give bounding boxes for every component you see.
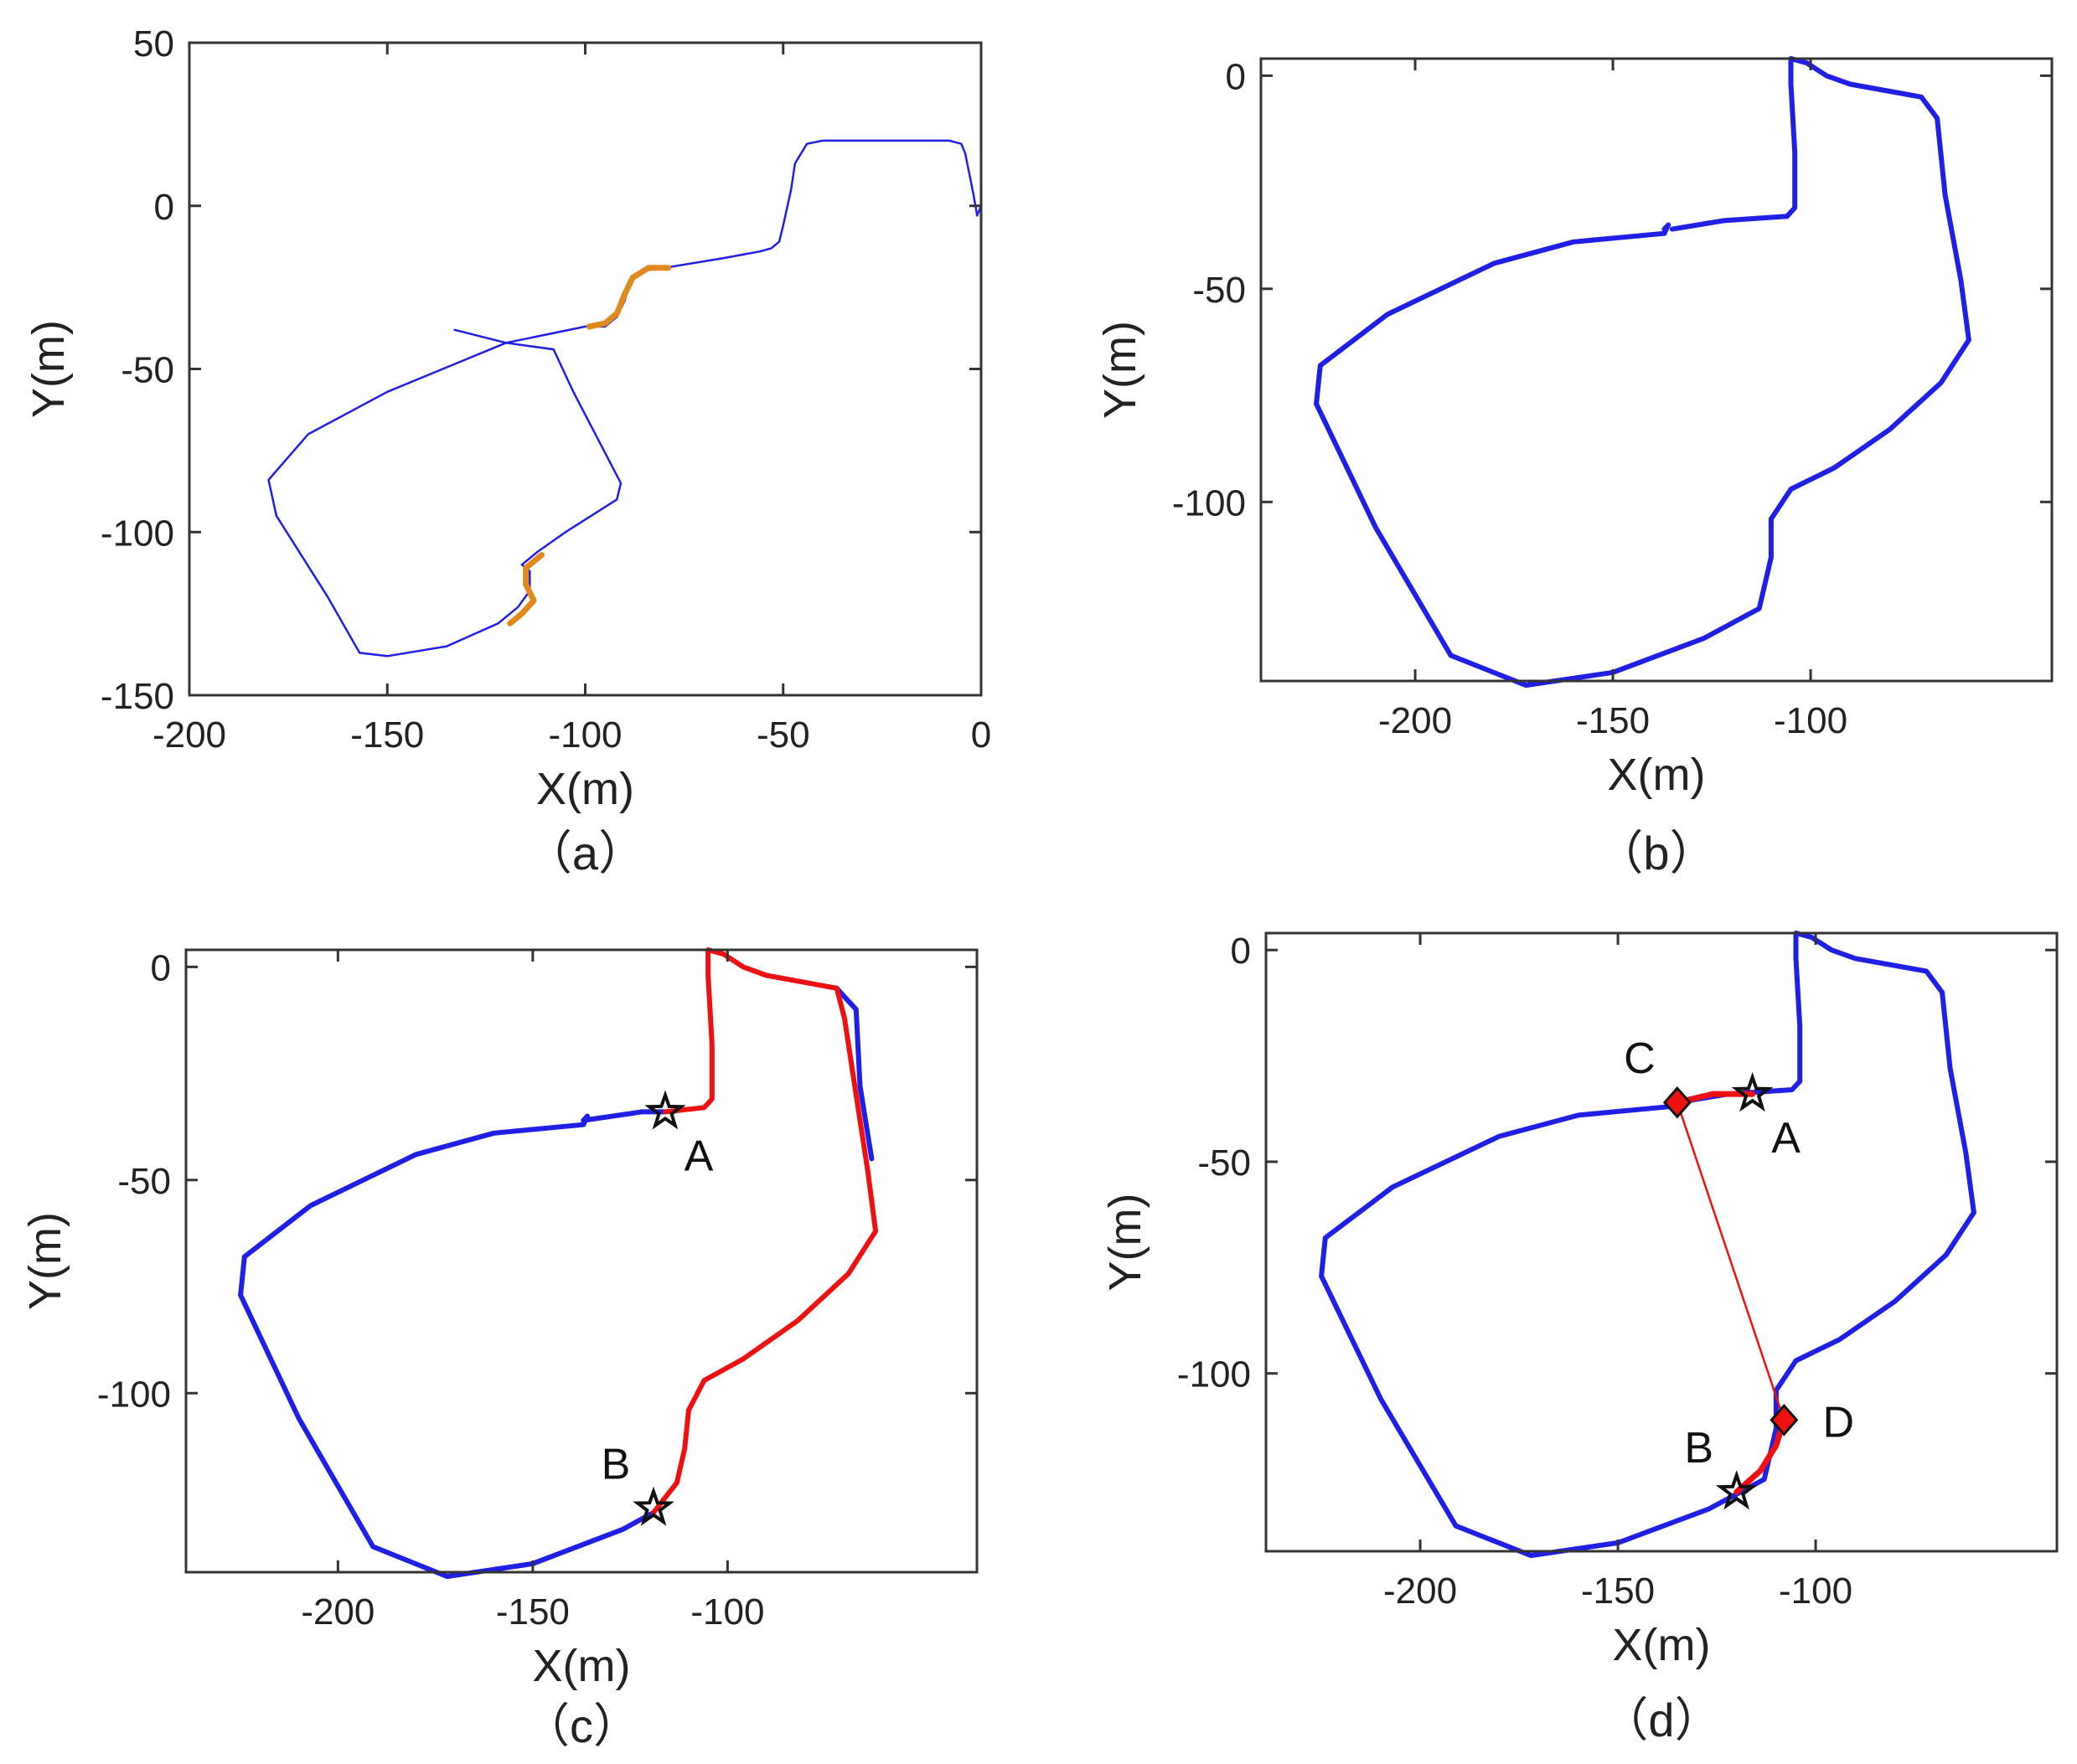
marker-label-A: A — [1771, 1114, 1801, 1163]
x-tick-label: -200 — [301, 1591, 375, 1632]
axes-box — [1259, 57, 2054, 683]
marker-label-D: D — [1823, 1398, 1855, 1447]
series-highlight-2 — [507, 552, 545, 627]
series-segment-CA — [1674, 1091, 1756, 1106]
x-tick-label: -150 — [350, 714, 424, 756]
marker-label-A: A — [685, 1132, 714, 1180]
x-tick-label: -150 — [1581, 1571, 1655, 1612]
x-tick-label: -200 — [1378, 700, 1452, 741]
series-loop-closure — [1676, 1101, 1785, 1421]
x-tick-label: -100 — [1779, 1571, 1852, 1612]
marker-star-A — [1731, 1072, 1774, 1112]
y-tick-label: 0 — [154, 187, 174, 228]
y-tick-label: 0 — [1226, 56, 1246, 97]
y-tick-label: -50 — [117, 1161, 171, 1202]
series-loop-segment — [651, 947, 879, 1515]
y-tick-label: -50 — [121, 350, 174, 391]
x-tick-label: -200 — [152, 714, 226, 756]
subfigure-caption: （b） — [1596, 827, 1716, 879]
chart-d: A B C D -200 -150 -100 0 -50 -100 X(m) Y(m) （d） — [1100, 931, 2059, 1746]
y-tick-label: -50 — [1192, 270, 1246, 311]
series-blue-overlap — [834, 985, 875, 1162]
series-trajectory — [1314, 56, 1971, 689]
x-tick-label: -150 — [496, 1591, 570, 1632]
y-tick-label: -100 — [1177, 1354, 1251, 1395]
marker-star-B — [1715, 1470, 1758, 1510]
y-tick-label: -50 — [1197, 1142, 1251, 1184]
marker-diamond-D — [1770, 1404, 1799, 1436]
marker-diamond-C — [1662, 1086, 1692, 1119]
marker-star-B — [633, 1486, 674, 1526]
chart-c: A B -200 -150 -100 0 -50 -100 X(m) Y(m) （c） — [20, 947, 979, 1752]
y-axis-label: Y(m) — [20, 1212, 70, 1310]
x-axis-label: X(m) — [536, 764, 634, 814]
x-axis-label: X(m) — [1613, 1620, 1711, 1670]
x-tick-label: -100 — [548, 714, 622, 756]
x-axis-label: X(m) — [1608, 750, 1706, 800]
marker-label-B: B — [602, 1441, 631, 1489]
marker-label-C: C — [1624, 1034, 1656, 1083]
x-tick-label: -50 — [757, 714, 810, 756]
y-tick-label: -150 — [101, 676, 174, 717]
subfigure-caption: （c） — [523, 1700, 640, 1752]
x-tick-label: -150 — [1576, 700, 1650, 741]
y-tick-label: -100 — [101, 513, 174, 554]
y-axis-label: Y(m) — [1095, 321, 1145, 419]
subfigure-caption: （d） — [1601, 1694, 1721, 1746]
series-highlight-1 — [586, 265, 672, 330]
marker-star-A — [644, 1090, 686, 1130]
y-axis-label: Y(m) — [23, 320, 74, 418]
x-tick-label: -100 — [690, 1591, 764, 1632]
y-axis-label: Y(m) — [1100, 1194, 1150, 1292]
series-trajectory — [267, 139, 983, 658]
chart-b: -200 -150 -100 0 -50 -100 X(m) Y(m) （b） — [1095, 56, 2054, 879]
series-trajectory — [1319, 931, 1976, 1559]
y-tick-label: 50 — [133, 23, 174, 64]
y-tick-label: -100 — [1172, 482, 1246, 524]
marker-label-B: B — [1684, 1424, 1713, 1473]
series-trajectory — [238, 1109, 668, 1580]
y-tick-label: 0 — [151, 947, 171, 988]
x-tick-label: 0 — [971, 714, 991, 756]
axes-box — [184, 948, 979, 1574]
x-axis-label: X(m) — [533, 1641, 631, 1691]
x-tick-label: -200 — [1383, 1571, 1457, 1612]
series-segment-BD — [1733, 1416, 1787, 1495]
y-tick-label: 0 — [1231, 931, 1251, 972]
axes-box — [1264, 931, 2059, 1553]
x-tick-label: -100 — [1774, 700, 1847, 741]
y-tick-label: -100 — [97, 1374, 171, 1415]
subfigure-caption: （a） — [525, 827, 645, 879]
chart-a: -200 -150 -100 -50 0500-50-100-150X(m)Y(m)（a… — [23, 23, 991, 879]
